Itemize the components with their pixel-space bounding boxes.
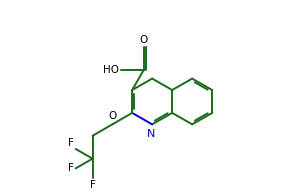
Text: O: O [108,112,116,121]
Text: N: N [147,129,155,139]
Text: F: F [68,163,74,173]
Text: F: F [90,180,95,190]
Text: F: F [68,138,74,148]
Text: O: O [139,35,148,45]
Text: HO: HO [103,65,119,75]
